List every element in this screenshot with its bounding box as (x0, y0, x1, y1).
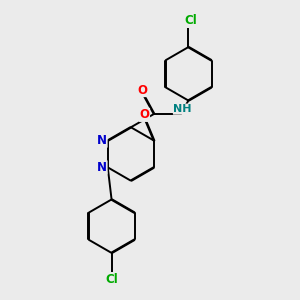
Text: NH: NH (173, 104, 192, 114)
Text: Cl: Cl (184, 14, 197, 27)
Text: N: N (97, 161, 107, 174)
Text: O: O (140, 108, 149, 122)
Text: O: O (138, 83, 148, 97)
Text: Cl: Cl (105, 273, 118, 286)
Text: N: N (97, 134, 107, 147)
